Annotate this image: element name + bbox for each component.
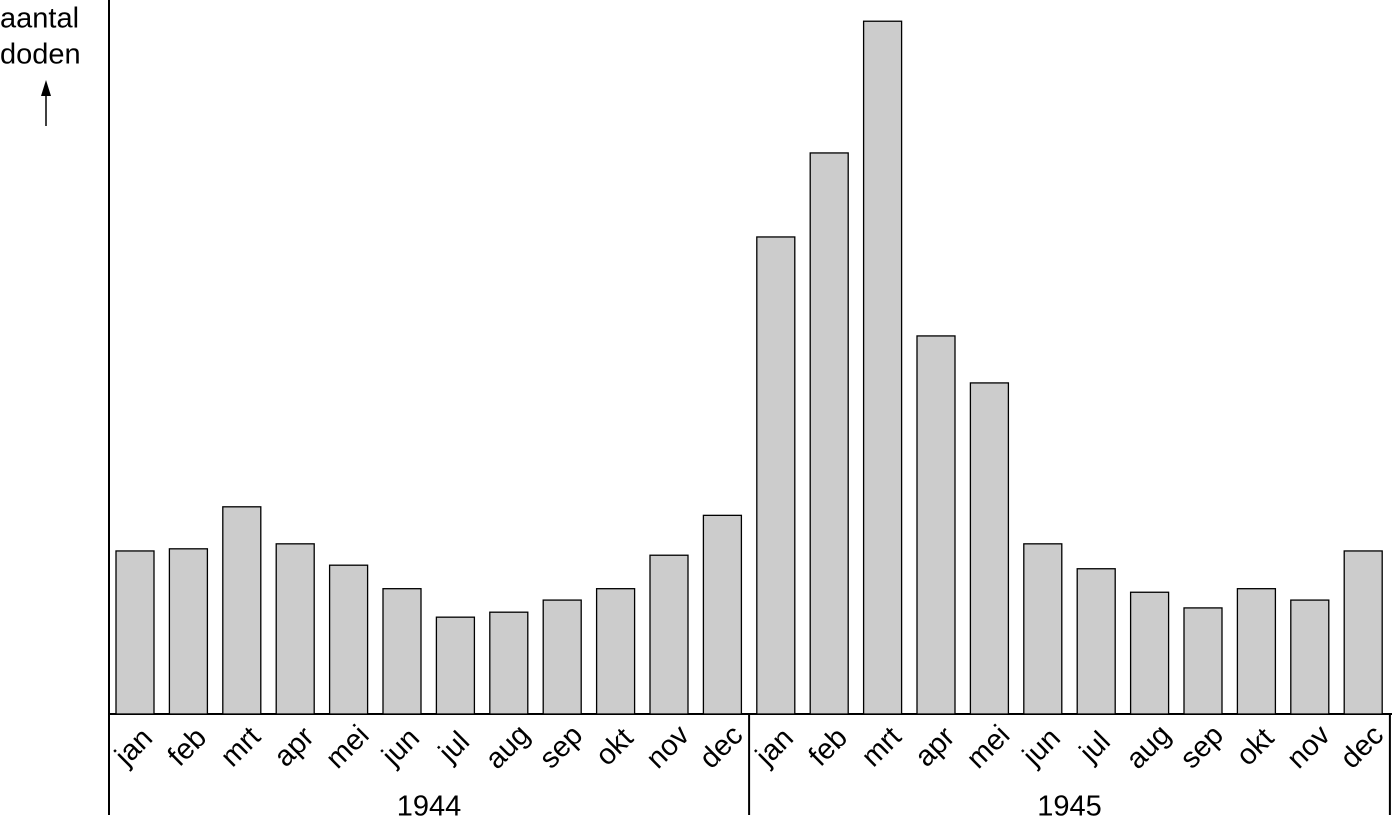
bar xyxy=(862,20,903,715)
bar xyxy=(595,588,636,715)
bar xyxy=(809,152,849,715)
x-tick-label: nov xyxy=(640,719,696,775)
x-tick-label: mrt xyxy=(215,721,267,773)
bar xyxy=(1236,588,1277,715)
bar xyxy=(649,554,689,715)
x-tick-label: feb xyxy=(803,721,854,772)
x-tick-label: mei xyxy=(320,719,376,775)
bar xyxy=(275,543,315,715)
bar xyxy=(168,548,209,715)
bar xyxy=(916,335,956,715)
x-tick-label: feb xyxy=(162,721,213,772)
bar xyxy=(542,599,582,715)
x-tick-label: jun xyxy=(1016,722,1067,773)
x-tick-label: sep xyxy=(533,719,589,775)
bar xyxy=(969,382,1010,715)
x-tick-label: dec xyxy=(694,719,750,775)
bar xyxy=(115,550,155,715)
x-tick-label: mei xyxy=(961,719,1017,775)
x-tick-label: jan xyxy=(108,722,159,773)
x-tick-label: jul xyxy=(1073,725,1117,769)
bar xyxy=(435,616,476,715)
bar xyxy=(702,514,743,715)
axis-arrowhead xyxy=(41,80,51,96)
x-tick-label: aug xyxy=(1120,719,1177,776)
x-tick-label: okt xyxy=(1230,722,1280,772)
bar xyxy=(382,588,422,715)
x-tick-label: okt xyxy=(590,722,640,772)
bar xyxy=(1183,607,1223,715)
x-tick-label: aug xyxy=(479,719,536,776)
group-label: 1944 xyxy=(397,791,462,823)
x-tick-label: jan xyxy=(749,722,800,773)
x-tick-label: sep xyxy=(1174,719,1230,775)
bar xyxy=(489,611,529,715)
bar xyxy=(1023,543,1063,715)
group-label: 1945 xyxy=(1037,791,1102,823)
x-tick-label: jul xyxy=(432,725,476,769)
y-axis-label: aantal xyxy=(0,3,79,35)
bar xyxy=(1290,599,1330,715)
x-tick-label: jun xyxy=(375,722,426,773)
bar xyxy=(222,506,262,715)
x-tick-label: apr xyxy=(268,721,321,774)
x-tick-label: apr xyxy=(909,721,962,774)
x-tick-label: dec xyxy=(1334,719,1390,775)
x-tick-label: nov xyxy=(1281,719,1337,775)
y-axis-label: doden xyxy=(0,39,81,71)
x-tick-label: mrt xyxy=(856,721,908,773)
bar xyxy=(1343,550,1383,715)
bar xyxy=(1129,591,1170,715)
bar xyxy=(1076,568,1116,715)
bar xyxy=(328,564,369,715)
bar xyxy=(756,236,796,715)
